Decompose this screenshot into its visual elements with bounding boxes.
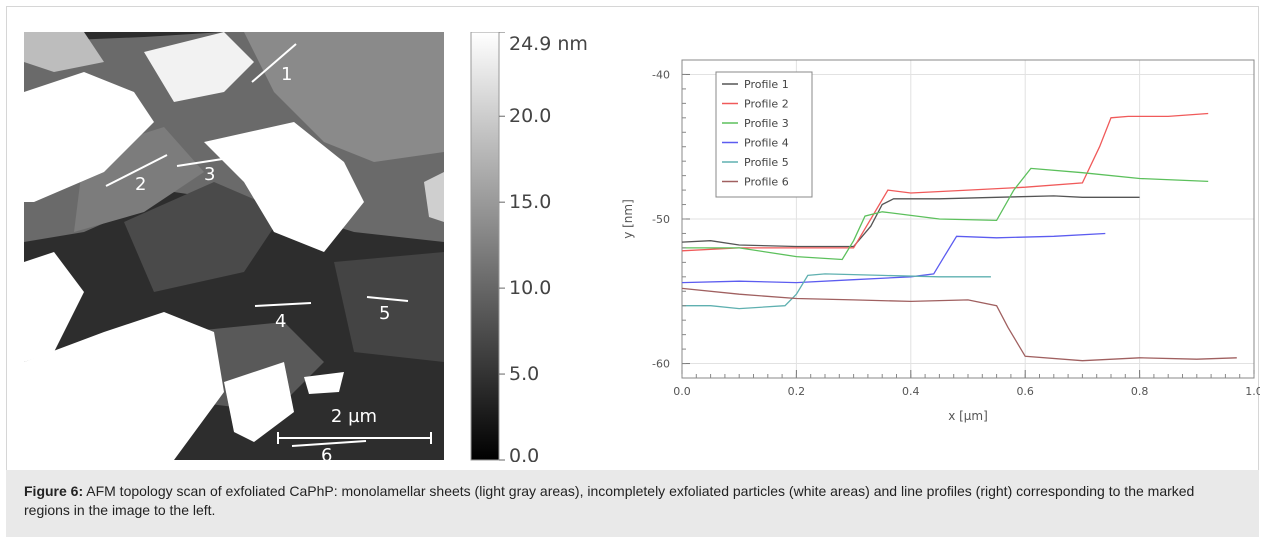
- series-line-profile-1: [681, 195, 1140, 248]
- afm-image: [24, 32, 444, 460]
- colorbar: [470, 32, 500, 461]
- series-line-profile-3: [682, 167, 1209, 261]
- y-tick-label: -50: [652, 213, 670, 226]
- y-axis-label: y [nm]: [621, 199, 635, 239]
- legend-entry: Profile 5: [744, 156, 789, 169]
- series-line-profile-4: [681, 232, 1106, 284]
- colorbar-tick-label: 0.0: [509, 445, 539, 462]
- x-tick-label: 0.4: [902, 385, 920, 398]
- x-tick-label: 0.8: [1131, 385, 1149, 398]
- x-tick-label: 0.6: [1016, 385, 1033, 398]
- x-tick-label: 0.0: [673, 385, 691, 398]
- legend-entry: Profile 1: [744, 78, 789, 91]
- profile-chart: 0.0 0.2 0.4 0.6 0.8 1.0-40-50-60 Profile 1Pro…: [621, 59, 1260, 423]
- x-tick-label: 0.2: [788, 385, 806, 398]
- colorbar-tick-label: 10.0: [509, 277, 551, 299]
- colorbar-tick-label: 20.0: [509, 105, 551, 127]
- legend: Profile 1 Profile 2 Profile 3 Profile 4 Prof…: [715, 71, 813, 198]
- legend-entry: Profile 3: [744, 117, 789, 130]
- legend-entry: Profile 6: [744, 176, 789, 189]
- colorbar-ticks: 24.9 nm 20.0 15.0 10.0 5.0 0.0: [499, 32, 588, 462]
- legend-entry: Profile 4: [744, 137, 789, 150]
- caption-label: Figure 6:: [24, 483, 84, 499]
- legend-box: [715, 71, 813, 198]
- colorbar-tick-label: 24.9 nm: [509, 33, 588, 55]
- figure-caption: Figure 6: AFM topology scan of exfoliate…: [6, 470, 1259, 537]
- afm-profile-label-5: 5: [379, 303, 390, 324]
- scale-bar-label: 2 µm: [331, 406, 377, 427]
- afm-profile-label-3: 3: [204, 164, 215, 185]
- y-tick-label: -60: [652, 358, 670, 371]
- caption-text: AFM topology scan of exfoliated CaPhP: m…: [24, 483, 1195, 518]
- afm-profile-label-2: 2: [135, 174, 146, 195]
- afm-profile-label-4: 4: [275, 311, 286, 332]
- colorbar-tick-label: 5.0: [509, 363, 539, 385]
- x-axis-label: x [µm]: [948, 409, 988, 423]
- series-line-profile-5: [682, 273, 991, 310]
- afm-panel: 2 µm 1 2 3 4 5 6 24.9 nm 20.0 15.0 10.0 5.0 0…: [24, 32, 588, 462]
- y-tick-label: -40: [652, 68, 670, 81]
- colorbar-tick-label: 15.0: [509, 191, 551, 213]
- legend-entry: Profile 2: [744, 98, 789, 111]
- afm-profile-label-6: 6: [321, 445, 332, 462]
- afm-profile-label-1: 1: [281, 64, 292, 85]
- series-line-profile-2: [681, 112, 1209, 252]
- series-line-profile-6: [681, 287, 1237, 362]
- x-tick-label: 1.0: [1245, 385, 1260, 398]
